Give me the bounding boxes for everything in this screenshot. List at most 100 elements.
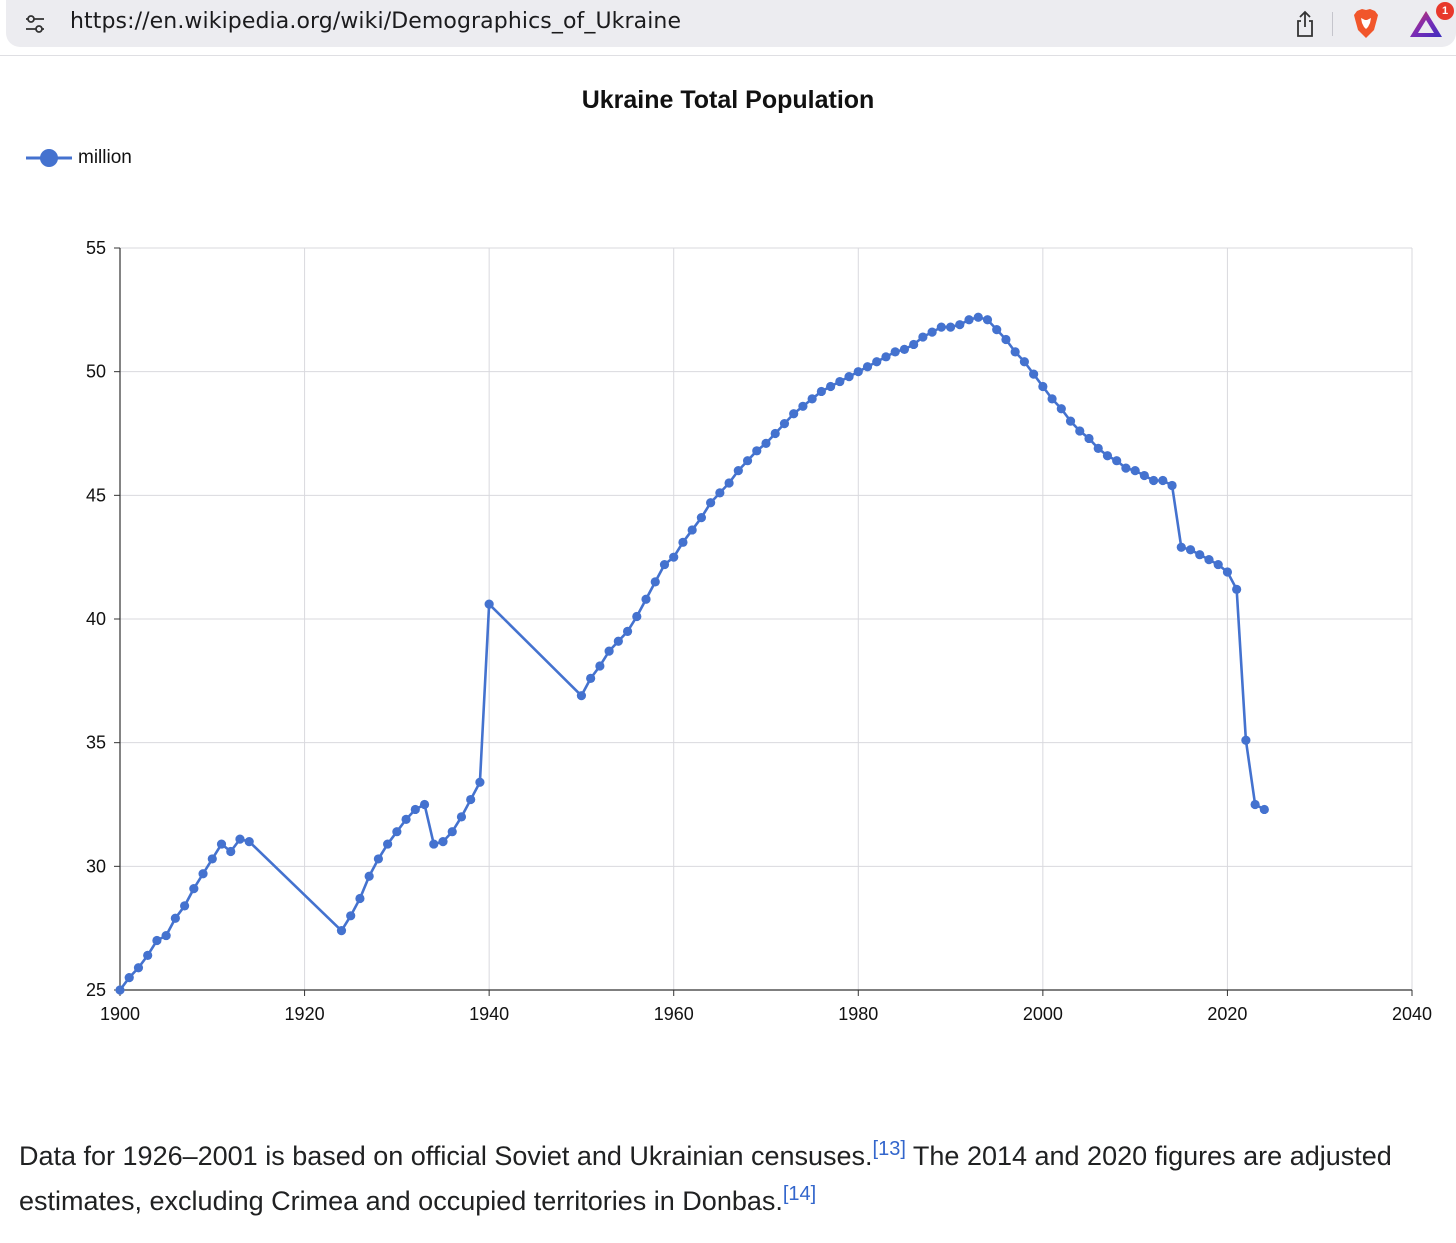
chart-title: Ukraine Total Population [581,86,875,114]
data-point [853,367,863,377]
citation-link-13[interactable]: [13] [872,1138,906,1160]
series-line [118,315,1265,991]
data-point [1130,466,1140,476]
data-point [872,357,882,367]
chart-legend[interactable]: million [26,145,132,171]
y-tick-label: 40 [86,609,106,629]
data-point [346,911,356,921]
data-point [235,834,245,844]
data-point [992,325,1002,335]
data-point [1121,463,1131,473]
toolbar-separator [0,55,1456,56]
data-point [124,973,134,983]
data-point [373,854,383,864]
data-point [410,804,420,815]
data-point [1204,555,1214,565]
data-point [982,315,993,325]
x-tick-label: 2020 [1207,1004,1247,1024]
data-point [955,320,965,330]
data-point [1195,550,1205,560]
data-point [133,963,144,973]
data-point [1158,475,1168,486]
data-point [161,930,171,941]
data-point [1093,443,1103,453]
data-point [641,594,651,604]
data-point [401,814,411,824]
data-point [687,525,697,535]
data-point [899,344,910,355]
data-point [696,512,707,523]
legend-label: million [78,147,132,168]
data-point [927,327,937,337]
data-point [336,926,347,936]
data-point [973,312,983,322]
data-point [226,846,236,857]
data-point [1176,542,1186,552]
data-point [1232,584,1242,594]
data-point [770,428,780,439]
data-point [115,985,125,995]
citation-link-14[interactable]: [14] [782,1183,817,1205]
y-tick-label: 45 [86,485,106,505]
data-point [1112,456,1122,466]
data-point [1010,347,1020,357]
data-point [576,691,587,701]
data-point [456,812,467,822]
data-point [1213,559,1223,570]
data-point [742,456,753,466]
data-point [789,409,799,419]
brave-rewards-icon[interactable] [1406,0,1446,47]
data-point [586,673,596,683]
data-point [826,381,836,392]
x-tick-label: 1980 [838,1004,878,1024]
data-point [881,352,891,362]
data-point [189,883,199,894]
data-point [650,577,660,587]
data-point [1056,404,1066,414]
brave-shield-icon[interactable] [1350,0,1382,47]
data-point [438,837,448,847]
y-tick-label: 55 [86,238,106,258]
data-point [807,394,817,404]
data-point [733,466,743,476]
data-point [1029,369,1039,379]
data-point [835,376,845,387]
data-point [918,332,928,342]
data-point [936,322,946,332]
data-point [429,839,439,849]
site-settings-icon[interactable] [20,0,50,47]
data-point [1149,475,1159,486]
data-point [392,827,402,837]
x-tick-label: 1960 [654,1004,694,1024]
data-point [844,372,854,382]
data-point [632,611,642,622]
data-point [715,488,725,498]
toolbar-divider [1332,12,1333,36]
data-point [669,552,679,562]
data-point [355,893,365,904]
data-point [945,322,956,332]
x-tick-label: 2040 [1392,1004,1432,1024]
data-point [1222,567,1233,577]
data-point [862,362,873,372]
rewards-badge: 1 [1436,2,1454,20]
data-point [364,871,374,881]
data-point [475,777,485,787]
data-point [466,794,476,805]
address-bar-url[interactable]: https://en.wikipedia.org/wiki/Demographi… [70,9,682,34]
data-point [659,559,670,570]
share-icon[interactable] [1290,0,1320,47]
x-tick-label: 2000 [1023,1004,1063,1024]
data-point [1185,545,1196,555]
y-tick-label: 50 [86,362,106,382]
data-point [1102,451,1113,461]
chart-caption: Data for 1926–2001 is based on official … [19,1134,1429,1224]
population-line-chart: 1900 1920 1940 1960 1980 2000 2020 2040 25 30 35 40… [86,238,1432,1024]
data-point [152,935,162,946]
data-point [143,950,153,960]
data-point [1250,799,1260,810]
data-point [216,839,227,849]
data-point [890,347,900,357]
x-tick-label: 1900 [100,1004,140,1024]
data-point [180,901,190,911]
